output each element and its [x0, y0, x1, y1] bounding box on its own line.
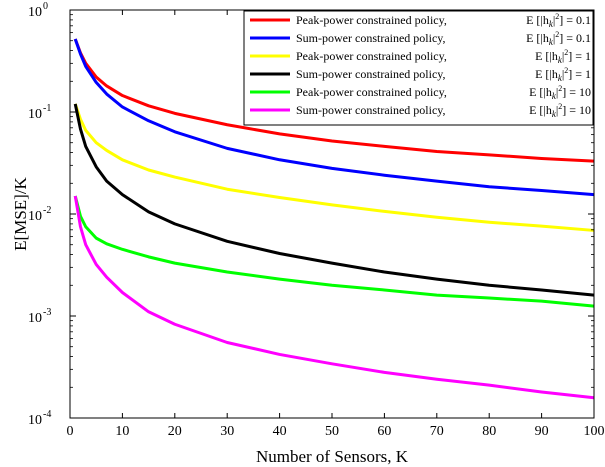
legend-label-6: Sum-power constrained policy,: [296, 103, 446, 117]
y-axis-label: E[MSE]/K: [11, 176, 30, 250]
y-tick-label: 10: [28, 5, 42, 20]
legend-label-5: Peak-power constrained policy,: [296, 85, 447, 99]
legend-expectation-5: E [|hk|2] = 10: [529, 84, 591, 101]
x-tick-label: 70: [430, 424, 444, 439]
legend-expectation-3: E [|hk|2] = 1: [535, 48, 591, 65]
y-tick-label: 10: [28, 413, 42, 428]
y-tick-exponent: 0: [43, 1, 48, 12]
legend-expectation-6: E [|hk|2] = 10: [529, 102, 591, 119]
x-axis-label: Number of Sensors, K: [256, 447, 409, 466]
x-tick-label: 100: [584, 424, 605, 439]
series-line-2: [73, 38, 595, 197]
x-tick-label: 10: [115, 424, 129, 439]
x-tick-label: 40: [273, 424, 287, 439]
y-tick-exponent: -1: [43, 103, 51, 114]
legend-label-4: Sum-power constrained policy,: [296, 67, 446, 81]
legend-expectation-2: E [|hk|2] = 0.1: [526, 30, 591, 47]
x-tick-label: 80: [482, 424, 496, 439]
x-tick-label: 0: [67, 424, 74, 439]
legend-label-2: Sum-power constrained policy,: [296, 31, 446, 45]
legend-expectation-1: E [|hk|2] = 0.1: [526, 12, 591, 29]
legend-box: [243, 10, 594, 126]
y-tick-exponent: -3: [43, 307, 51, 318]
y-tick-label: 10: [28, 107, 42, 122]
x-tick-label: 50: [325, 424, 339, 439]
legend: Peak-power constrained policy, E [|hk|2] …: [243, 10, 594, 126]
series-line-4: [73, 103, 595, 297]
legend-label-3: Peak-power constrained policy,: [296, 49, 447, 63]
y-tick-label: 10: [28, 311, 42, 326]
x-axis-ticks: 0 10 20 30 40 50 60 70 80 90 100: [67, 10, 605, 439]
y-tick-label: 10: [28, 209, 42, 224]
x-tick-label: 90: [535, 424, 549, 439]
legend-label-1: Peak-power constrained policy,: [296, 13, 447, 27]
x-tick-label: 30: [220, 424, 234, 439]
x-tick-label: 60: [377, 424, 391, 439]
series-line-5: [73, 195, 595, 308]
series-line-1: [73, 38, 595, 163]
legend-expectation-4: E [|hk|2] = 1: [535, 66, 591, 83]
y-tick-exponent: -4: [43, 409, 51, 420]
series-layer: [73, 38, 595, 400]
x-tick-label: 20: [168, 424, 182, 439]
y-tick-exponent: -2: [43, 205, 51, 216]
series-line-3: [73, 103, 595, 232]
series-line-6: [73, 195, 595, 400]
